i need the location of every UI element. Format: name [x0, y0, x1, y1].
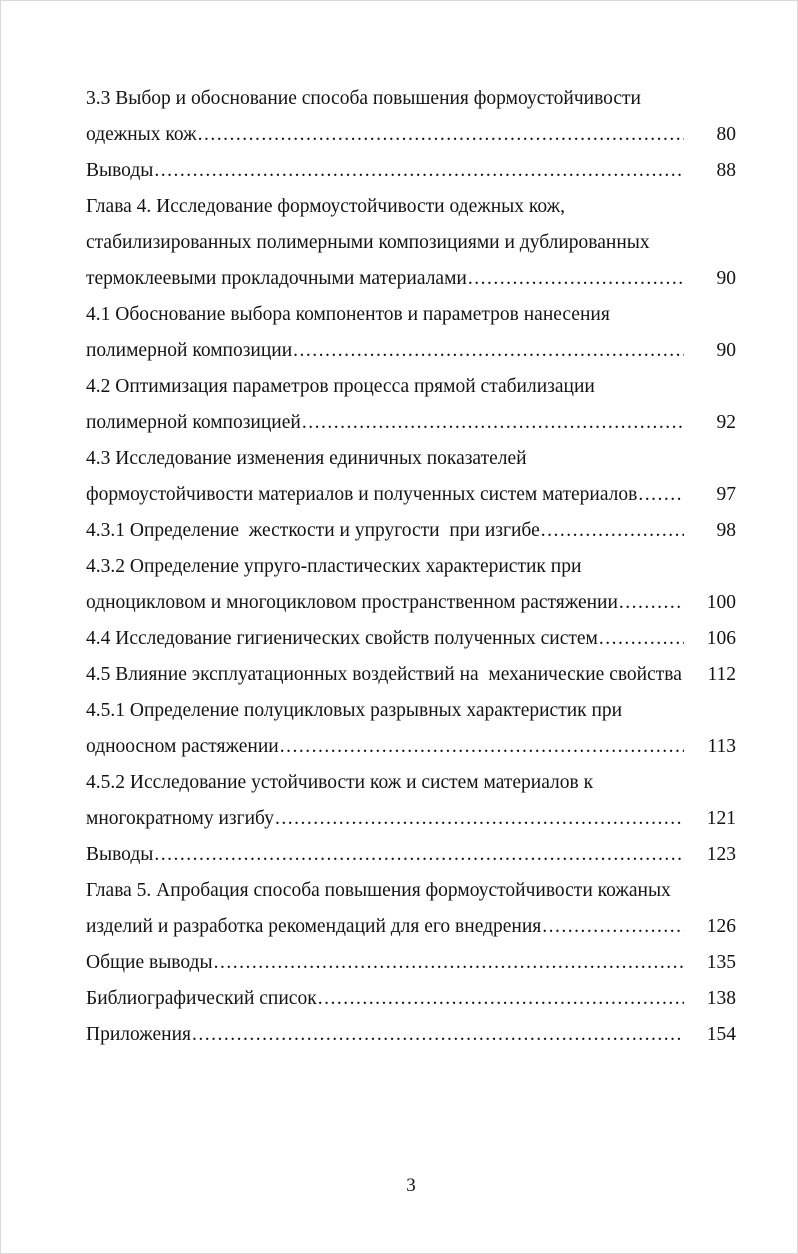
toc-leader-dots: ........................................…: [293, 340, 684, 361]
toc-entry-text: стабилизированных полимерными композиция…: [86, 232, 650, 253]
toc-leader-dots: ........................................…: [154, 160, 684, 181]
toc-row: Глава 5. Апробация способа повышения фор…: [86, 873, 736, 909]
toc-page-number: 121: [706, 808, 736, 829]
toc-row: термоклеевыми прокладочными материалами …: [86, 261, 736, 297]
toc-page-number: 126: [706, 916, 736, 937]
toc-entry-text: 4.5 Влияние эксплуатационных воздействий…: [86, 664, 682, 685]
toc-row: 4.5.2 Исследование устойчивости кож и си…: [86, 765, 736, 801]
toc-row: стабилизированных полимерными композиция…: [86, 225, 736, 261]
toc-entry-text: 4.3.1 Определение жесткости и упругости …: [86, 520, 540, 541]
toc-leader-dots: ........................................…: [301, 412, 684, 433]
toc-row: Выводы .................................…: [86, 153, 736, 189]
toc-entry-text: одноосном растяжении: [86, 736, 279, 757]
toc-entry-text: Глава 5. Апробация способа повышения фор…: [86, 880, 671, 901]
toc-page-number: 113: [707, 736, 736, 757]
toc-row: 3.3 Выбор и обоснование способа повышени…: [86, 81, 736, 117]
toc-entry-text: 3.3 Выбор и обоснование способа повышени…: [86, 88, 641, 109]
toc-entry-text: Приложения: [86, 1024, 191, 1045]
toc-row: 4.3.2 Определение упруго-пластических ха…: [86, 549, 736, 585]
toc-page-number: 138: [706, 988, 736, 1009]
toc-row: формоустойчивости материалов и полученны…: [86, 477, 736, 513]
toc-leader-dots: ........................................…: [279, 736, 684, 757]
toc-row: 4.5.1 Определение полуцикловых разрывных…: [86, 693, 736, 729]
toc-entry-text: 4.5.1 Определение полуцикловых разрывных…: [86, 700, 623, 721]
toc-row: Общие выводы ...........................…: [86, 945, 736, 981]
toc-page-number: 154: [706, 1024, 736, 1045]
toc-leader-dots: ........................................…: [154, 844, 684, 865]
toc-page-number: 97: [716, 484, 737, 505]
toc-leader-dots: ........................................…: [542, 916, 684, 937]
toc-entry-text: 4.2 Оптимизация параметров процесса прям…: [86, 376, 595, 397]
toc-leader-dots: ........................................…: [197, 124, 684, 145]
toc-entry-text: Глава 4. Исследование формоустойчивости …: [86, 196, 565, 217]
toc-page-number: 135: [706, 952, 736, 973]
toc-entry-text: Выводы: [86, 160, 154, 181]
toc-row: одноцикловом и многоцикловом пространств…: [86, 585, 736, 621]
toc-entry-text: 4.5.2 Исследование устойчивости кож и си…: [86, 772, 594, 793]
toc-entry-text: изделий и разработка рекомендаций для ег…: [86, 916, 542, 937]
toc-row: одноосном растяжении ...................…: [86, 729, 736, 765]
toc-row: Приложения .............................…: [86, 1017, 736, 1053]
toc-entry-text: 4.4 Исследование гигиенических свойств п…: [86, 628, 598, 649]
toc-row: полимерной композицией .................…: [86, 405, 736, 441]
toc-entry-text: формоустойчивости материалов и полученны…: [86, 484, 638, 505]
toc-page-number: 98: [716, 520, 737, 541]
toc-entry-text: полимерной композиции: [86, 340, 293, 361]
toc-page-number: 80: [716, 124, 737, 145]
toc-page-number: 88: [716, 160, 737, 181]
toc-page-number: 90: [716, 340, 737, 361]
toc-entry-text: Библиографический список: [86, 988, 317, 1009]
toc-entry-text: Выводы: [86, 844, 154, 865]
toc-page-number: 100: [706, 592, 736, 613]
toc-leader-dots: ........................................…: [618, 592, 684, 613]
toc-leader-dots: ........................................…: [274, 808, 684, 829]
toc-entry-text: 4.3 Исследование изменения единичных пок…: [86, 448, 527, 469]
toc-leader-dots: ........................................…: [317, 988, 684, 1009]
toc-leader-dots: ........................................…: [540, 520, 684, 541]
toc-page-number: 112: [707, 664, 736, 685]
toc-row: изделий и разработка рекомендаций для ег…: [86, 909, 736, 945]
toc-entry-text: 4.3.2 Определение упруго-пластических ха…: [86, 556, 582, 577]
toc-leader-dots: ........................................…: [638, 484, 684, 505]
toc-row: полимерной композиции ..................…: [86, 333, 736, 369]
toc-entry-text: полимерной композицией: [86, 412, 301, 433]
toc-row: 4.4 Исследование гигиенических свойств п…: [86, 621, 736, 657]
toc-entry-text: термоклеевыми прокладочными материалами: [86, 268, 467, 289]
toc-leader-dots: ........................................…: [213, 952, 684, 973]
toc-leader-dots: ........................................…: [682, 657, 684, 693]
toc-page-number: 106: [706, 628, 736, 649]
toc-entry-text: 4.1 Обоснование выбора компонентов и пар…: [86, 304, 610, 325]
toc-row: 4.3.1 Определение жесткости и упругости …: [86, 513, 736, 549]
toc-entry-text: Общие выводы: [86, 952, 213, 973]
toc-page-number: 92: [716, 412, 737, 433]
toc-row: многократному изгибу ...................…: [86, 801, 736, 837]
toc-page-number: 123: [706, 844, 736, 865]
toc-row: Выводы .................................…: [86, 837, 736, 873]
toc-list: 3.3 Выбор и обоснование способа повышени…: [86, 81, 736, 1053]
toc-row: 4.5 Влияние эксплуатационных воздействий…: [86, 657, 736, 693]
toc-leader-dots: ........................................…: [467, 268, 684, 289]
toc-row: Глава 4. Исследование формоустойчивости …: [86, 189, 736, 225]
toc-leader-dots: ........................................…: [598, 628, 684, 649]
toc-entry-text: одежных кож: [86, 124, 197, 145]
toc-entry-text: многократному изгибу: [86, 808, 274, 829]
toc-leader-dots: ........................................…: [191, 1024, 684, 1045]
toc-row: одежных кож ............................…: [86, 117, 736, 153]
toc-row: 4.3 Исследование изменения единичных пок…: [86, 441, 736, 477]
toc-row: Библиографический список ...............…: [86, 981, 736, 1017]
toc-row: 4.2 Оптимизация параметров процесса прям…: [86, 369, 736, 405]
toc-page-number: 90: [716, 268, 737, 289]
page-number: 3: [406, 1175, 416, 1196]
toc-row: 4.1 Обоснование выбора компонентов и пар…: [86, 297, 736, 333]
toc-entry-text: одноцикловом и многоцикловом пространств…: [86, 592, 618, 613]
